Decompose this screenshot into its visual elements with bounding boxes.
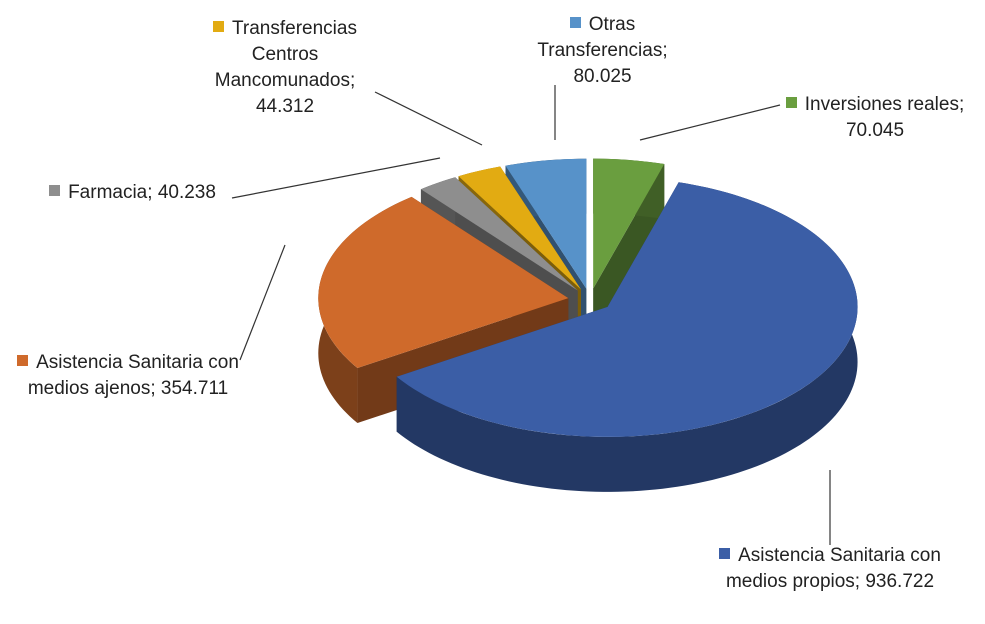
data-label: Inversiones reales; 70.045 — [780, 92, 970, 144]
slice-top — [396, 182, 858, 437]
data-label: Asistencia Sanitaria con medios propios;… — [705, 543, 955, 595]
slice-top — [318, 196, 569, 368]
label-value: 354.711 — [160, 378, 229, 399]
swatch — [17, 355, 29, 366]
leader-line — [231, 157, 441, 199]
slice-top — [420, 177, 578, 291]
swatch — [213, 21, 225, 32]
label-sep: ; — [958, 94, 965, 115]
label-sep: ; — [349, 70, 356, 91]
data-label: Asistencia Sanitaria con medios ajenos; … — [8, 350, 248, 402]
label-value: 40.238 — [157, 182, 216, 203]
label-name: Farmacia — [68, 182, 148, 203]
slice — [593, 158, 665, 344]
slice-top — [505, 158, 587, 289]
label-value: 80.025 — [573, 66, 632, 87]
swatch — [719, 548, 731, 559]
label-name: Otras Transferencias — [537, 14, 663, 61]
label-name: Asistencia Sanitaria con medios ajenos — [27, 352, 239, 399]
data-label: Transferencias Centros Mancomunados; 44.… — [190, 16, 380, 120]
label-value: 70.045 — [845, 120, 905, 141]
swatch — [49, 185, 61, 196]
label-sep: ; — [150, 378, 156, 399]
label-name: Transferencias Centros Mancomunados — [214, 18, 357, 91]
label-sep: ; — [662, 40, 668, 61]
label-name: Inversiones reales — [804, 94, 959, 115]
data-label: Farmacia; 40.238 — [30, 180, 235, 206]
slice-top — [458, 166, 582, 290]
leader-line — [374, 91, 483, 146]
label-sep: ; — [854, 571, 861, 592]
slices — [318, 158, 858, 492]
swatch — [569, 17, 581, 28]
label-name: Asistencia Sanitaria con medios propios — [725, 545, 941, 592]
leader-line — [639, 104, 781, 141]
label-sep: ; — [147, 182, 153, 203]
leader-line — [239, 244, 286, 361]
swatch — [785, 97, 797, 108]
slice-top — [593, 158, 665, 289]
data-label: Otras Transferencias; 80.025 — [515, 12, 690, 90]
label-value: 936.722 — [865, 571, 935, 592]
slice — [396, 182, 858, 492]
label-value: 44.312 — [255, 96, 315, 117]
